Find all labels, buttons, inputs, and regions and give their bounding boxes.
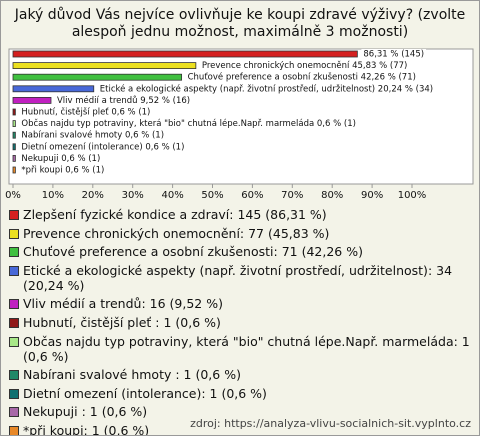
data-label: Občas najdu typ potraviny, která "bio" c… bbox=[21, 118, 356, 129]
legend-label: Vliv médií a trendů: 16 (9,52 %) bbox=[23, 296, 223, 312]
data-label: Nekupuji 0,6 % (1) bbox=[21, 154, 100, 164]
data-label-group: Nabírani svalové hmoty 0,6 % (1) bbox=[19, 130, 167, 141]
data-label-group: Etické a ekologické aspekty (např. život… bbox=[97, 83, 436, 94]
data-label: Dietní omezení (intolerance) 0,6 % (1) bbox=[21, 142, 184, 152]
legend-swatch bbox=[9, 388, 19, 399]
data-label-bg bbox=[19, 107, 153, 117]
data-label: 86,31 % (145) bbox=[363, 50, 424, 60]
legend-label: Hubnutí, čistější pleť : 1 (0,6 %) bbox=[23, 314, 221, 330]
data-label: Prevence chronických onemocnění 45,83 % … bbox=[202, 61, 407, 71]
data-label-bg bbox=[19, 141, 187, 152]
data-label-group: Hubnutí, čistější pleť 0,6 % (1) bbox=[19, 107, 153, 118]
data-label: Vliv médií a trendů 9,52 % (16) bbox=[57, 95, 190, 106]
legend-swatch bbox=[9, 407, 19, 418]
legend-swatch bbox=[9, 265, 19, 276]
legend-item: Dietní omezení (intolerance): 1 (0,6 %) bbox=[9, 386, 475, 401]
x-tick-label: 40% bbox=[161, 190, 183, 201]
legend-label: Nekupuji : 1 (0,6 %) bbox=[23, 404, 148, 420]
data-label-bg bbox=[19, 118, 358, 129]
bar bbox=[12, 120, 16, 127]
x-tick-label: 20% bbox=[82, 190, 104, 201]
data-label: Hubnutí, čistější pleť 0,6 % (1) bbox=[21, 107, 150, 118]
data-label-group: Chuťové preference a osobní zkušenosti 4… bbox=[185, 72, 418, 83]
legend-item: Etické a ekologické aspekty (např. život… bbox=[9, 263, 475, 293]
legend-swatch bbox=[9, 299, 19, 310]
legend-label: Chuťové preference a osobní zkušenosti: … bbox=[23, 244, 363, 260]
legend-label: Zlepšení fyzické kondice a zdraví: 145 (… bbox=[23, 207, 327, 222]
data-label-group: Občas najdu typ potraviny, která "bio" c… bbox=[19, 118, 358, 129]
legend-label: Nabírani svalové hmoty : 1 (0,6 %) bbox=[23, 367, 241, 383]
bar bbox=[12, 50, 358, 58]
legend-item: Zlepšení fyzické kondice a zdraví: 145 (… bbox=[9, 207, 475, 222]
x-tick-label: 50% bbox=[201, 190, 223, 201]
legend-item: Hubnutí, čistější pleť : 1 (0,6 %) bbox=[9, 315, 475, 330]
x-tick-label: 100% bbox=[398, 190, 427, 201]
legend-item: Prevence chronických onemocnění: 77 (45,… bbox=[9, 226, 475, 241]
legend-swatch bbox=[9, 370, 19, 381]
bar bbox=[12, 62, 197, 69]
legend-label: Prevence chronických onemocnění: 77 (45,… bbox=[23, 225, 330, 241]
legend-item: *při koupi: 1 (0,6 %) bbox=[9, 422, 475, 436]
data-label-bg bbox=[361, 49, 427, 59]
legend-item: Nekupuji : 1 (0,6 %) bbox=[9, 404, 475, 419]
x-tick-label: 70% bbox=[281, 190, 303, 201]
legend-swatch bbox=[9, 228, 19, 239]
data-label-bg bbox=[19, 165, 107, 175]
data-label-group: Dietní omezení (intolerance) 0,6 % (1) bbox=[19, 141, 187, 152]
bar bbox=[12, 85, 95, 93]
data-label: Etické a ekologické aspekty (např. život… bbox=[100, 83, 433, 94]
data-label: Chuťové preference a osobní zkušenosti 4… bbox=[188, 72, 416, 83]
bar bbox=[12, 131, 16, 139]
x-tick-label: 30% bbox=[122, 190, 144, 201]
x-tick-label: 10% bbox=[42, 190, 64, 201]
data-label-bg bbox=[199, 60, 410, 71]
data-label-group: Nekupuji 0,6 % (1) bbox=[19, 153, 103, 164]
legend-swatch bbox=[9, 336, 19, 347]
data-label-bg bbox=[97, 83, 436, 94]
legend-item: Chuťové preference a osobní zkušenosti: … bbox=[9, 244, 475, 259]
data-label: Nabírani svalové hmoty 0,6 % (1) bbox=[21, 130, 164, 141]
source: zdroj: https://analyza-vlivu-socialnich-… bbox=[190, 417, 471, 430]
legend-label: Dietní omezení (intolerance): 1 (0,6 %) bbox=[23, 385, 267, 401]
data-label-group: Prevence chronických onemocnění 45,83 % … bbox=[199, 60, 410, 71]
data-label-bg bbox=[54, 95, 193, 106]
data-label-group: *při koupi 0,6 % (1) bbox=[19, 165, 107, 176]
bar bbox=[12, 154, 16, 162]
data-label-group: 86,31 % (145) bbox=[361, 49, 427, 60]
data-label-bg bbox=[185, 72, 418, 83]
legend-swatch bbox=[9, 247, 19, 258]
bar bbox=[12, 143, 16, 151]
bar bbox=[12, 108, 16, 116]
data-label-group: Vliv médií a trendů 9,52 % (16) bbox=[54, 95, 193, 106]
legend-swatch bbox=[9, 425, 19, 435]
legend-label: Občas najdu typ potraviny, která "bio" c… bbox=[23, 333, 470, 364]
bar bbox=[12, 97, 52, 104]
chart-title: Jaký důvod Vás nejvíce ovlivňuje ke koup… bbox=[14, 7, 466, 40]
legend-item: Vliv médií a trendů: 16 (9,52 %) bbox=[9, 296, 475, 311]
x-tick-label: 60% bbox=[241, 190, 263, 201]
plot: 0% 10% 20% 30% 40% 50% 60% 70% 80% 90% 100% 86,31 %… bbox=[5, 48, 474, 201]
legend-item: Občas najdu typ potraviny, která "bio" c… bbox=[9, 334, 475, 364]
legend-label: Etické a ekologické aspekty (např. život… bbox=[23, 262, 453, 293]
legend-item: Nabírani svalové hmoty : 1 (0,6 %) bbox=[9, 367, 475, 382]
legend-label: *při koupi: 1 (0,6 %) bbox=[23, 422, 150, 436]
bar bbox=[12, 166, 16, 174]
legend-swatch bbox=[9, 210, 19, 220]
data-label-bg bbox=[19, 153, 103, 164]
data-label-bg bbox=[19, 130, 167, 141]
x-tick-label: 90% bbox=[361, 190, 383, 201]
bar bbox=[12, 73, 183, 81]
x-tick-label: 0% bbox=[5, 190, 21, 201]
legend: Zlepšení fyzické kondice a zdraví: 145 (… bbox=[9, 207, 475, 436]
x-tick-label: 80% bbox=[321, 190, 343, 201]
data-label: *při koupi 0,6 % (1) bbox=[21, 166, 104, 176]
legend-swatch bbox=[9, 317, 19, 328]
